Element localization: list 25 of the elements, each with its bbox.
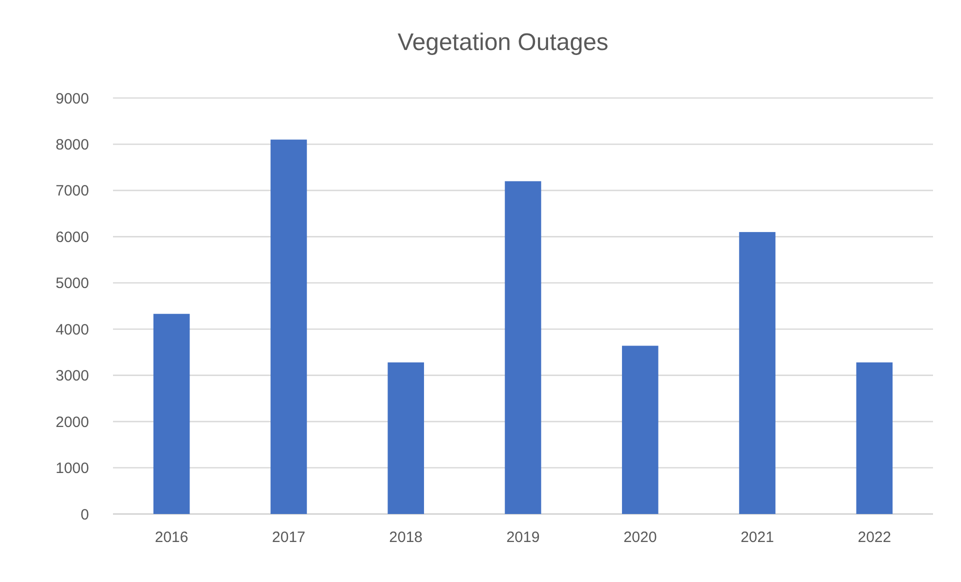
bar (153, 314, 190, 514)
x-tick-label: 2017 (272, 529, 306, 546)
bar (856, 362, 893, 514)
bar (270, 140, 307, 514)
y-tick-label: 4000 (56, 321, 89, 338)
x-tick-label: 2022 (858, 529, 892, 546)
bar (739, 232, 776, 514)
x-tick-label: 2020 (623, 529, 657, 546)
y-tick-label: 6000 (56, 228, 89, 246)
y-tick-label: 5000 (56, 275, 89, 292)
y-tick-label: 1000 (56, 460, 89, 478)
y-tick-label: 9000 (56, 90, 89, 108)
bar (388, 362, 424, 514)
chart-title: Vegetation Outages (398, 29, 608, 56)
y-tick-label: 2000 (56, 414, 89, 431)
x-tick-label: 2019 (506, 529, 540, 546)
x-tick-label: 2016 (154, 529, 188, 546)
y-tick-label: 0 (80, 506, 89, 524)
y-tick-label: 3000 (56, 368, 89, 385)
x-tick-label: 2018 (389, 529, 423, 546)
y-tick-label: 7000 (56, 182, 89, 200)
bar (622, 346, 658, 514)
bar (504, 181, 542, 514)
y-tick-label: 8000 (56, 136, 89, 154)
x-tick-label: 2021 (740, 529, 774, 546)
